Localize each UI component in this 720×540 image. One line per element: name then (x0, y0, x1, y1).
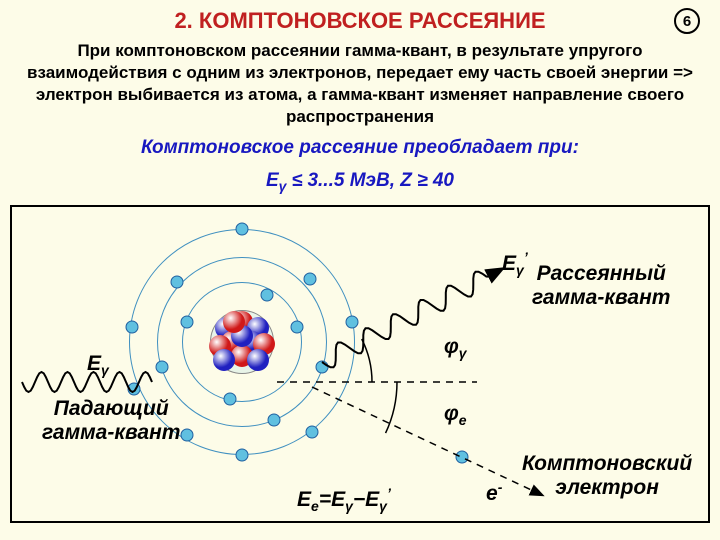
symbol-incoming-energy: Eγ (87, 352, 109, 378)
equation-energy: Ee=Eγ−Eγ’ (297, 485, 391, 514)
electron (306, 426, 319, 439)
electron (171, 276, 184, 289)
electron (236, 223, 249, 236)
description-text: При комптоновском рассеянии гамма-квант,… (0, 34, 720, 132)
electron (181, 316, 194, 329)
electron (268, 414, 281, 427)
electron (128, 383, 141, 396)
nucleon (223, 311, 245, 333)
symbol-phi-e: φe (444, 402, 467, 428)
condition-line-1: Комптоновское рассеяние преобладает при: (0, 132, 720, 165)
electron (181, 429, 194, 442)
nucleon (213, 349, 235, 371)
symbol-electron: e- (486, 479, 502, 506)
slide-number-badge: 6 (674, 8, 700, 34)
nucleon (247, 349, 269, 371)
electron (261, 289, 274, 302)
electron (156, 361, 169, 374)
symbol-phi-gamma: φγ (444, 335, 467, 361)
label-electron: Комптоновскийэлектрон (522, 452, 692, 500)
electron (316, 361, 329, 374)
label-incoming: Падающийгамма-квант (42, 397, 180, 445)
label-scattered: Рассеянныйгамма-квант (532, 262, 670, 310)
electron (126, 321, 139, 334)
condition-line-2: Eγ ≤ 3...5 МэВ, Z ≥ 40 (0, 165, 720, 199)
electron (224, 393, 237, 406)
slide-title: 2. КОМПТОНОВСКОЕ РАССЕЯНИЕ (0, 0, 720, 34)
electron (236, 449, 249, 462)
electron (304, 273, 317, 286)
electron (291, 321, 304, 334)
compton-diagram: Eγ Падающийгамма-квант Eγ’Рассеянныйгамма-… (10, 205, 710, 523)
electron (346, 316, 359, 329)
symbol-scattered-energy: Eγ’ (502, 249, 528, 278)
ejected-electron (456, 451, 469, 464)
